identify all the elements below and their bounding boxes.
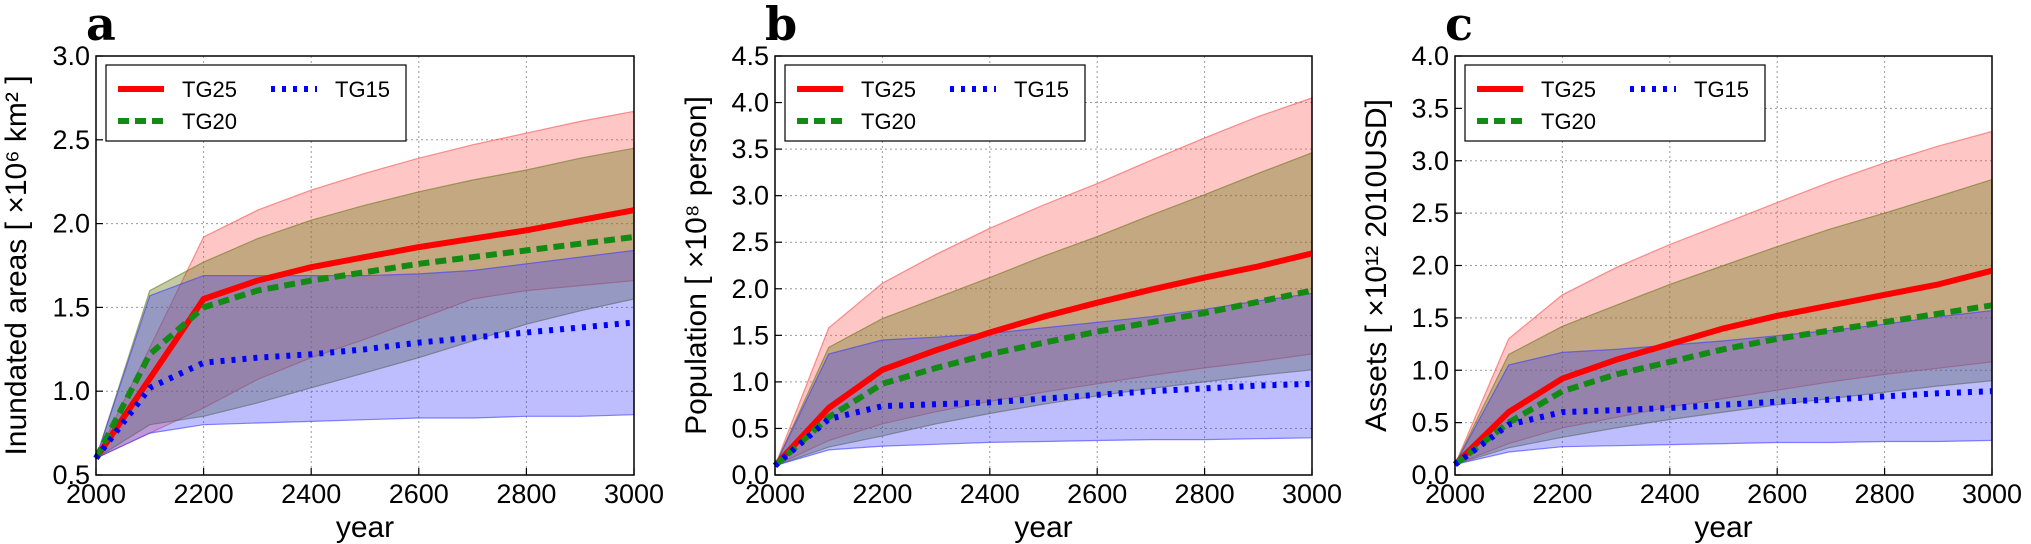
series-line-tg15: [773, 380, 1313, 468]
y-tick-label: 0.5: [52, 460, 90, 490]
y-tick-label: 2.5: [52, 125, 90, 155]
panel-letter: b: [765, 0, 797, 51]
y-tick-label: 0.0: [1411, 460, 1449, 490]
plot-frame: [95, 55, 635, 476]
legend-label-tg15: TG15: [1014, 77, 1069, 102]
legend-label-tg25: TG25: [1541, 77, 1596, 102]
y-tick-label: 4.0: [1411, 41, 1449, 71]
legend-label-tg25: TG25: [861, 77, 916, 102]
x-tick-label: 3000: [1282, 479, 1342, 509]
panel-letter: a: [86, 0, 116, 51]
y-tick-label: 0.5: [1411, 408, 1449, 438]
y-axis-label: Assets [ ×10¹² 2010USD]: [1360, 99, 1393, 432]
legend-box: [1464, 64, 1766, 142]
y-tick-label: 3.0: [52, 41, 90, 71]
y-tick-label: 1.0: [731, 367, 769, 397]
series-line-tg20: [93, 234, 635, 460]
series-line-tg25: [1452, 267, 1993, 467]
x-axis-label: year: [1694, 511, 1752, 544]
x-tick-label: 3000: [604, 479, 664, 509]
y-tick-label: 4.0: [731, 88, 769, 118]
series-line-tg25: [93, 207, 635, 460]
series-line-tg20: [772, 287, 1313, 468]
y-tick-label: 0.5: [731, 413, 769, 443]
y-tick-label: 1.0: [1411, 355, 1449, 385]
y-tick-label: 2.5: [731, 227, 769, 257]
series-line-tg15: [93, 319, 635, 461]
y-tick-label: 3.0: [1411, 146, 1449, 176]
y-tick-label: 2.0: [1411, 251, 1449, 281]
x-tick-label: 2800: [1855, 479, 1915, 509]
plot-frame: [774, 55, 1313, 476]
legend-box: [105, 64, 407, 142]
y-tick-label: 2.0: [731, 274, 769, 304]
x-tick-label: 2600: [1067, 479, 1127, 509]
x-tick-label: 2000: [66, 479, 126, 509]
y-axis-label: Population [ ×10⁸ person]: [680, 96, 713, 435]
y-tick-label: 1.5: [52, 292, 90, 322]
x-tick-label: 2800: [496, 479, 556, 509]
x-tick-label: 2400: [1640, 479, 1700, 509]
legend-label-tg20: TG20: [1541, 109, 1596, 134]
x-axis-label: year: [336, 511, 394, 544]
series-line-tg25: [772, 250, 1313, 468]
x-tick-label: 3000: [1962, 479, 2022, 509]
x-tick-label: 2000: [745, 479, 805, 509]
y-tick-label: 4.5: [731, 41, 769, 71]
x-tick-label: 2400: [960, 479, 1020, 509]
legend-label-tg20: TG20: [182, 109, 237, 134]
legend: TG25 TG20 TG15: [784, 64, 1086, 142]
y-tick-label: 1.5: [1411, 303, 1449, 333]
x-tick-label: 2200: [1532, 479, 1592, 509]
y-axis-label: Inundated areas [ ×10⁶ km² ]: [0, 75, 33, 455]
y-tick-label: 0.0: [731, 460, 769, 490]
y-tick-label: 3.5: [1411, 93, 1449, 123]
y-tick-label: 3.0: [731, 181, 769, 211]
x-tick-label: 2400: [281, 479, 341, 509]
panel-letter: c: [1445, 0, 1473, 51]
series-line-tg20: [1453, 302, 1993, 467]
x-tick-label: 2600: [389, 479, 449, 509]
y-tick-label: 1.5: [731, 320, 769, 350]
legend-label-tg15: TG15: [1694, 77, 1749, 102]
y-tick-label: 2.5: [1411, 198, 1449, 228]
chart-panel-b: 2000 2200 2400 2600 2800 3000 0.0 0.5 1.0 1.5 2.0 2…: [680, 0, 1342, 544]
legend-label-tg15: TG15: [335, 77, 390, 102]
chart-panel-c: 2000 2200 2400 2600 2800 3000 0.0 0.5 1.0 1.5 2.0 2…: [1360, 0, 2022, 544]
chart-panel-a: 2000 2200 2400 2600 2800 3000 0.5 1.0 1.5 2.0 2.5 3…: [0, 0, 664, 544]
y-tick-label: 3.5: [731, 134, 769, 164]
x-axis-label: year: [1014, 511, 1072, 544]
legend: TG25 TG20 TG15: [105, 64, 407, 142]
series-line-tg15: [1453, 388, 1993, 467]
y-tick-label: 2.0: [52, 209, 90, 239]
x-tick-label: 2200: [852, 479, 912, 509]
x-tick-label: 2600: [1747, 479, 1807, 509]
x-tick-label: 2000: [1425, 479, 1485, 509]
legend-label-tg25: TG25: [182, 77, 237, 102]
x-tick-label: 2800: [1175, 479, 1235, 509]
x-tick-label: 2200: [174, 479, 234, 509]
legend-box: [784, 64, 1086, 142]
y-tick-label: 1.0: [52, 376, 90, 406]
legend-label-tg20: TG20: [861, 109, 916, 134]
legend: TG25 TG20 TG15: [1464, 64, 1766, 142]
